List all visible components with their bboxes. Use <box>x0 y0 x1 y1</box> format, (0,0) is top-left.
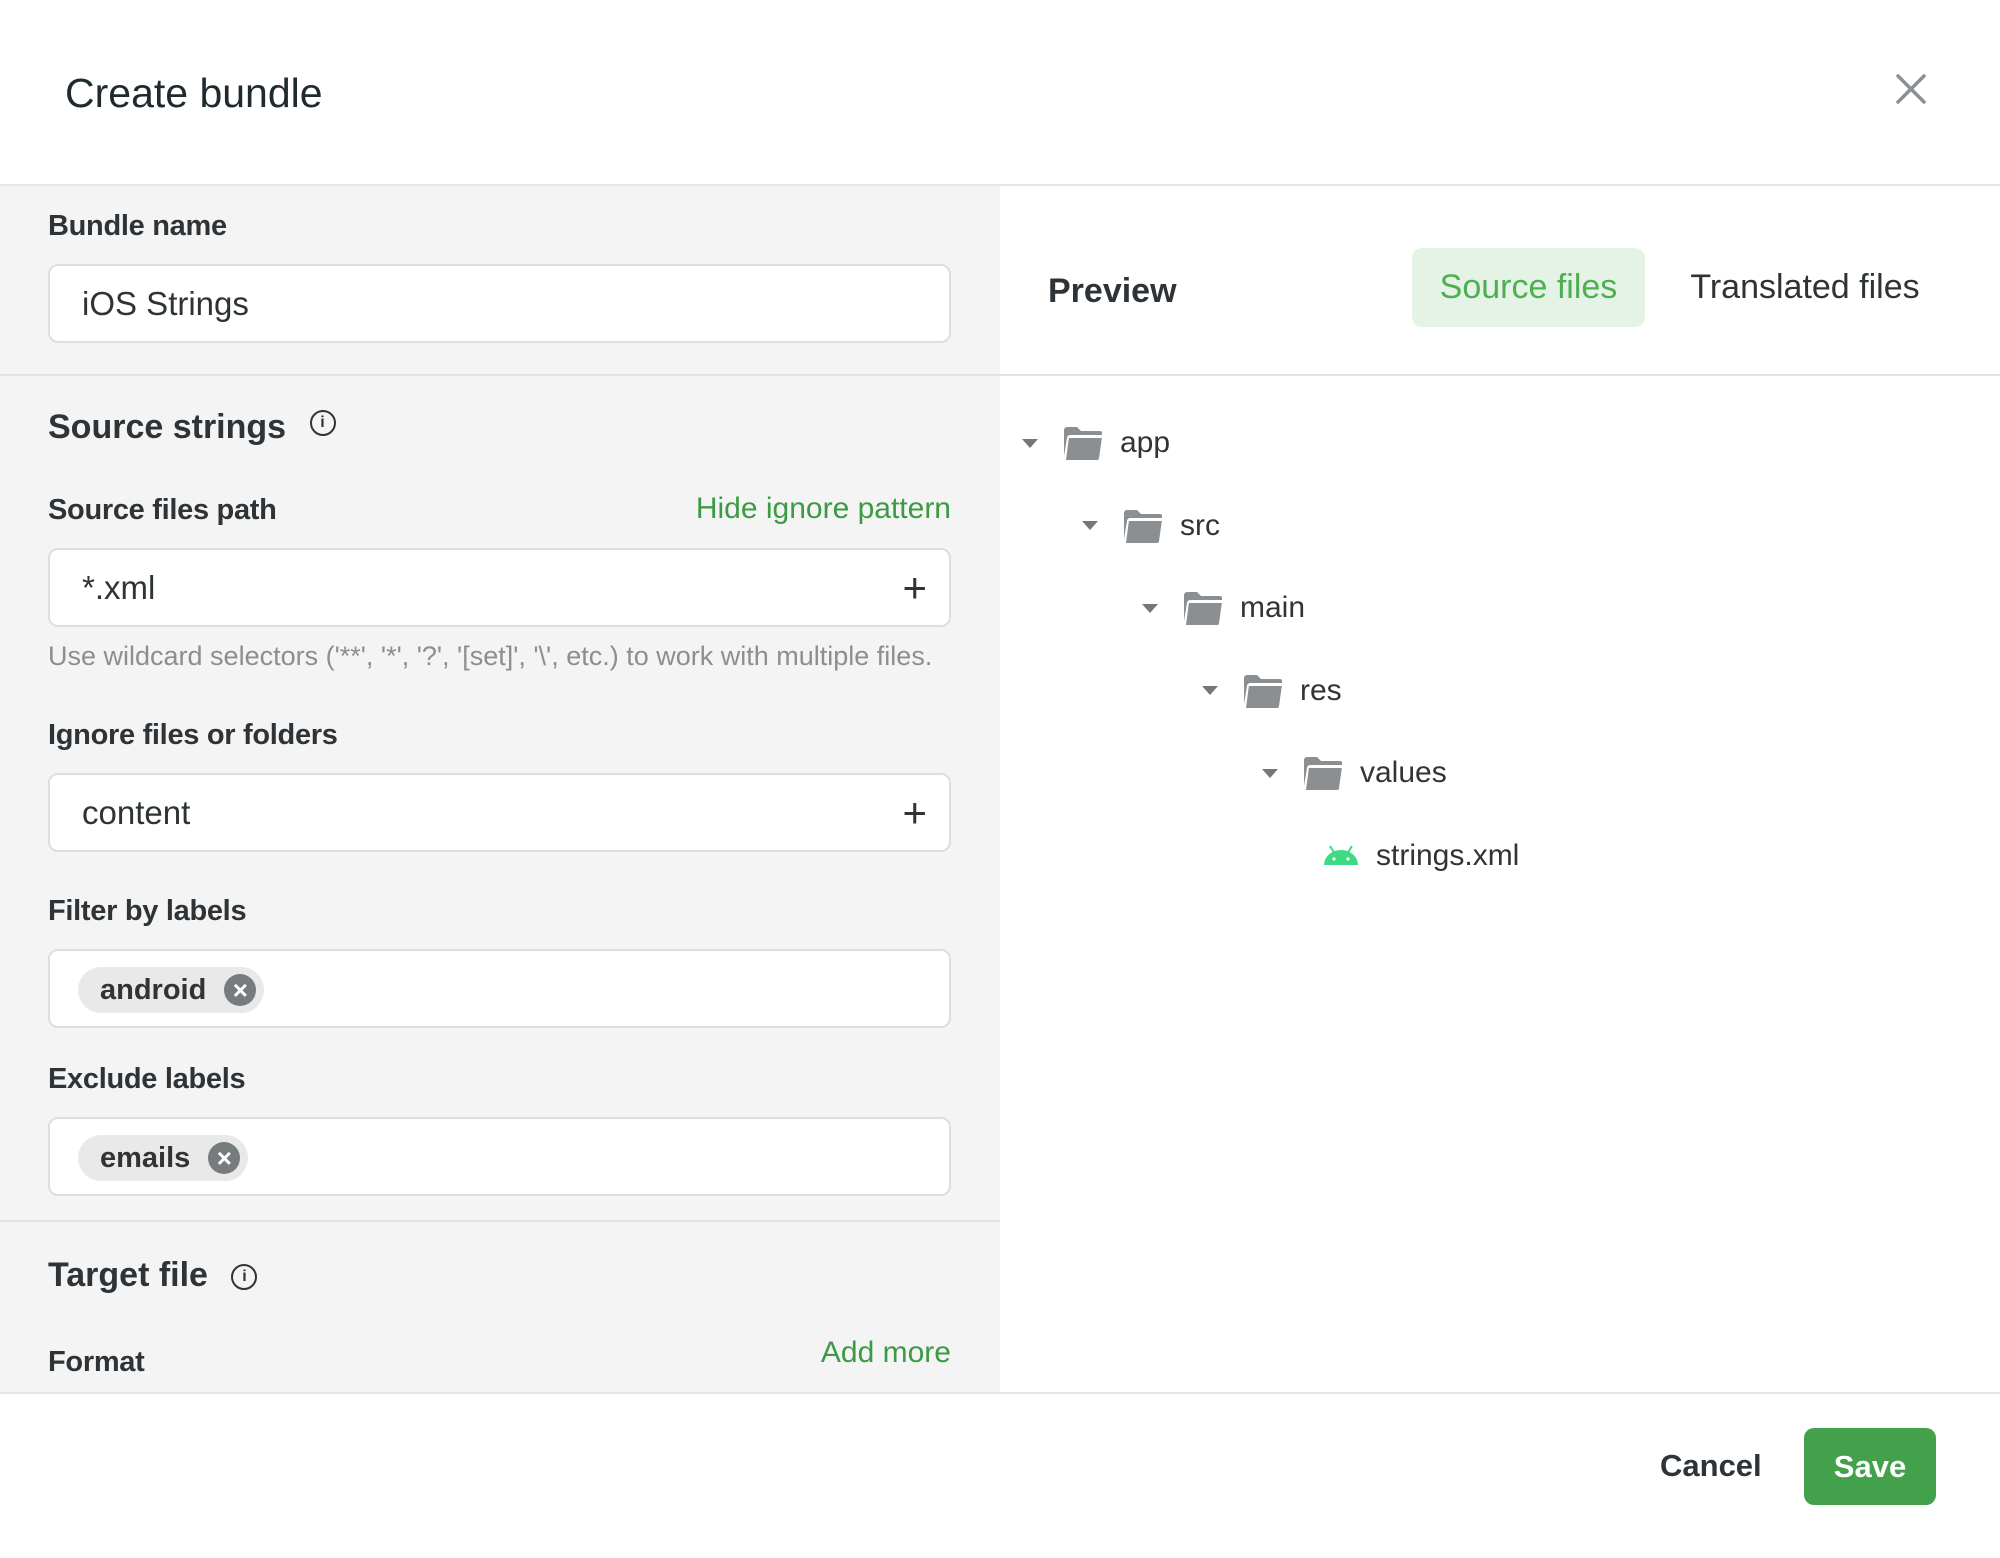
bundle-name-value: iOS Strings <box>82 284 249 322</box>
divider <box>0 374 1000 376</box>
dialog-title: Create bundle <box>65 70 323 116</box>
save-button[interactable]: Save <box>1804 1428 1936 1505</box>
target-file-heading: Target file i <box>48 1256 258 1295</box>
source-path-help: Use wildcard selectors ('**', '*', '?', … <box>48 641 933 671</box>
folder-icon <box>1304 757 1342 790</box>
info-icon[interactable]: i <box>231 1264 258 1291</box>
add-more-link[interactable]: Add more <box>820 1336 951 1369</box>
tree-item-app[interactable]: app <box>1022 418 1170 468</box>
hide-ignore-pattern-link[interactable]: Hide ignore pattern <box>695 492 951 525</box>
info-icon[interactable]: i <box>309 410 336 437</box>
filter-labels-input[interactable]: android × <box>48 949 951 1028</box>
dialog-header: Create bundle <box>0 0 2000 186</box>
chip-label: android <box>100 973 207 1006</box>
tree-item-strings-xml[interactable]: strings.xml <box>1322 831 1519 881</box>
plus-icon[interactable]: + <box>902 789 927 836</box>
exclude-labels-label: Exclude labels <box>48 1063 246 1095</box>
form-panel: Bundle name iOS Strings Source strings i… <box>0 186 1000 1392</box>
tree-item-label: src <box>1180 508 1220 542</box>
cancel-button[interactable]: Cancel <box>1660 1448 1762 1483</box>
bundle-name-input[interactable]: iOS Strings <box>48 264 951 343</box>
tree-item-label: app <box>1120 426 1171 459</box>
tree-item-src[interactable]: src <box>1082 501 1220 551</box>
plus-icon[interactable]: + <box>902 564 927 611</box>
remove-chip-icon[interactable]: × <box>224 974 257 1006</box>
source-path-label: Source files path <box>48 494 277 526</box>
source-path-value: *.xml <box>82 568 156 606</box>
ignore-label: Ignore files or folders <box>48 719 338 751</box>
caret-down-icon[interactable] <box>1082 521 1098 530</box>
label-chip: emails × <box>78 1135 249 1181</box>
folder-icon <box>1184 592 1222 625</box>
tree-item-label: res <box>1300 673 1342 707</box>
remove-chip-icon[interactable]: × <box>208 1142 241 1174</box>
target-file-title: Target file <box>48 1256 208 1294</box>
exclude-labels-input[interactable]: emails × <box>48 1117 951 1196</box>
tree-item-label: strings.xml <box>1376 838 1520 872</box>
folder-icon <box>1244 674 1282 708</box>
tree-item-res[interactable]: res <box>1202 666 1342 716</box>
caret-down-icon[interactable] <box>1202 686 1218 695</box>
ignore-value: content <box>82 793 191 831</box>
tree-item-label: main <box>1240 591 1306 624</box>
source-strings-title: Source strings <box>48 408 287 446</box>
label-chip: android × <box>78 967 265 1013</box>
tab-source-files[interactable]: Source files <box>1412 248 1645 327</box>
tree-item-main[interactable]: main <box>1142 583 1305 633</box>
tree-item-values[interactable]: values <box>1262 748 1447 798</box>
preview-title: Preview <box>1048 272 1177 310</box>
folder-icon <box>1124 509 1162 543</box>
format-label: Format <box>48 1346 145 1378</box>
source-path-input[interactable]: *.xml + <box>48 548 951 627</box>
dialog-footer: Cancel Save <box>0 1392 2000 1558</box>
caret-down-icon[interactable] <box>1262 768 1278 778</box>
caret-down-icon[interactable] <box>1022 438 1038 448</box>
bundle-name-label: Bundle name <box>48 210 227 242</box>
close-icon[interactable] <box>1890 68 1932 110</box>
chip-label: emails <box>100 1141 191 1174</box>
source-strings-heading: Source strings i <box>48 408 336 447</box>
filter-labels-label: Filter by labels <box>48 895 247 927</box>
divider <box>0 1220 1000 1222</box>
caret-down-icon[interactable] <box>1142 603 1158 613</box>
divider <box>1000 374 2000 376</box>
tree-item-label: values <box>1360 756 1447 789</box>
folder-icon <box>1064 427 1102 460</box>
tab-translated-files[interactable]: Translated files <box>1690 268 1920 306</box>
preview-panel: Preview Source files Translated files ap… <box>1000 186 2000 1392</box>
ignore-input[interactable]: content + <box>48 773 951 852</box>
android-icon <box>1324 844 1358 865</box>
